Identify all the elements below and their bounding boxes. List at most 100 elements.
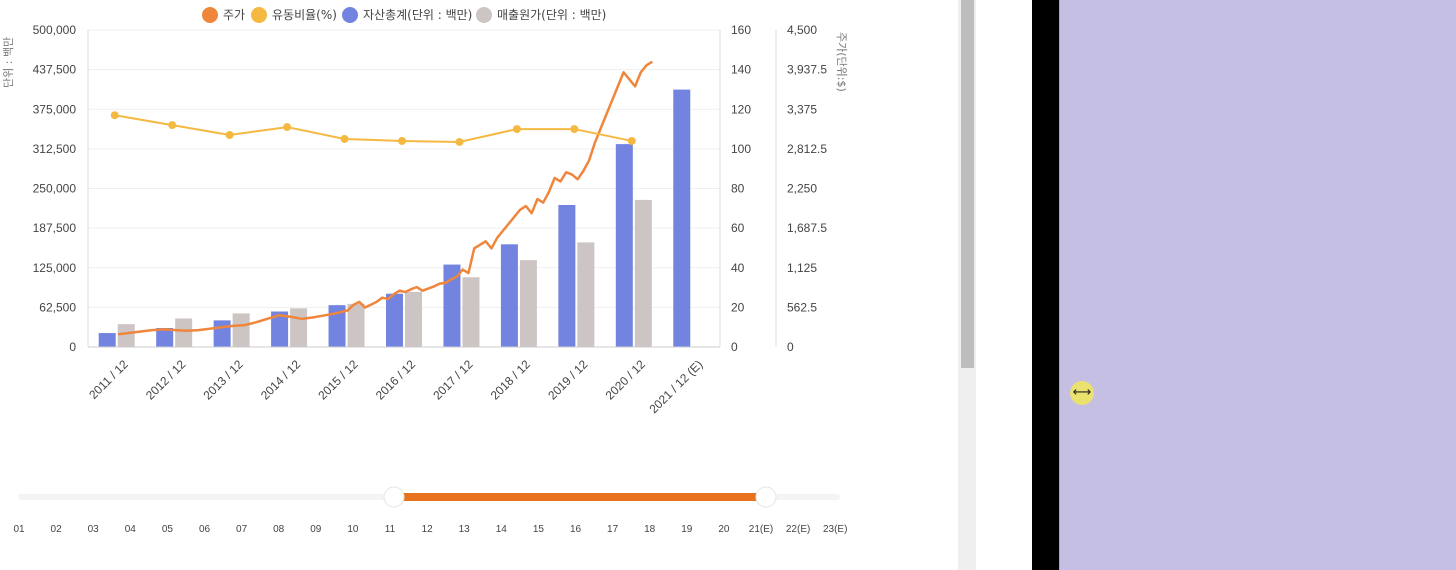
legend-label-2[interactable]: 자산총계(단위 : 백만) xyxy=(363,8,472,22)
slider-year-label[interactable]: 20 xyxy=(718,524,730,535)
scrollbar-thumb[interactable] xyxy=(961,0,974,368)
right-price-tick-label: 0 xyxy=(787,340,794,354)
chart-legend: 주가 유동비율(%) 자산총계(단위 : 백만) 매출원가(단위 : 백만) xyxy=(202,7,606,23)
left-tick-label: 312,500 xyxy=(33,142,77,156)
bar-total-assets[interactable] xyxy=(213,320,231,347)
point-current-ratio[interactable] xyxy=(455,137,464,146)
bar-cost-of-sales[interactable] xyxy=(519,260,537,347)
category-label: 2018 / 12 xyxy=(488,357,534,403)
bar-cost-of-sales[interactable] xyxy=(347,303,365,347)
bar-cost-of-sales[interactable] xyxy=(462,277,480,347)
slider-year-label[interactable]: 15 xyxy=(533,524,545,535)
legend-label-3[interactable]: 매출원가(단위 : 백만) xyxy=(497,8,606,22)
bar-total-assets[interactable] xyxy=(558,204,576,347)
year-range-slider[interactable]: 01 02 03 04 05 06 07 08 09 10 11 12 13 14 15 16 17 18 19 20… xyxy=(13,486,847,535)
slider-year-label[interactable]: 14 xyxy=(496,524,508,535)
resize-cursor-icon[interactable]: ⟷ xyxy=(1070,381,1094,405)
point-current-ratio[interactable] xyxy=(512,125,521,134)
bar-total-assets[interactable] xyxy=(500,244,518,347)
bar-cost-of-sales[interactable] xyxy=(232,313,250,347)
bar-total-assets[interactable] xyxy=(156,327,174,347)
slider-year-label[interactable]: 19 xyxy=(681,524,693,535)
left-tick-label: 437,500 xyxy=(33,63,77,77)
bar-cost-of-sales[interactable] xyxy=(117,324,135,347)
line-stock-price[interactable] xyxy=(117,60,653,336)
left-tick-label: 125,000 xyxy=(33,261,77,275)
slider-year-label[interactable]: 09 xyxy=(310,524,322,535)
slider-selected-range[interactable] xyxy=(394,493,766,501)
price-axis-title: 주가(단위:$) xyxy=(835,32,848,92)
category-label: 2020 / 12 xyxy=(603,357,649,403)
right-ratio-tick-label: 0 xyxy=(731,340,738,354)
slider-year-label[interactable]: 05 xyxy=(162,524,174,535)
slider-year-label[interactable]: 07 xyxy=(236,524,248,535)
point-current-ratio[interactable] xyxy=(398,136,406,145)
bar-total-assets[interactable] xyxy=(328,305,346,347)
slider-year-label[interactable]: 08 xyxy=(273,524,285,535)
category-label: 2021 / 12 (E) xyxy=(646,357,705,416)
point-current-ratio[interactable] xyxy=(110,111,119,120)
right-price-tick-label: 4,500 xyxy=(787,23,817,37)
bar-total-assets[interactable] xyxy=(443,264,461,347)
right-ratio-tick-label: 20 xyxy=(731,300,745,314)
bar-total-assets[interactable] xyxy=(615,144,633,347)
bar-total-assets[interactable] xyxy=(98,333,116,347)
slider-handle-start[interactable] xyxy=(383,486,405,508)
point-current-ratio[interactable] xyxy=(627,136,636,145)
bar-cost-of-sales[interactable] xyxy=(577,242,595,347)
slider-year-label[interactable]: 12 xyxy=(422,524,434,535)
left-tick-label: 500,000 xyxy=(33,23,77,37)
right-ratio-tick-label: 100 xyxy=(731,142,751,156)
bar-series xyxy=(98,89,691,347)
slider-year-label[interactable]: 10 xyxy=(347,524,359,535)
slider-year-label[interactable]: 18 xyxy=(644,524,656,535)
right-price-tick-label: 3,937.5 xyxy=(787,63,827,77)
slider-handle-end[interactable] xyxy=(755,486,777,508)
slider-year-label[interactable]: 17 xyxy=(607,524,619,535)
bar-total-assets[interactable] xyxy=(673,89,691,347)
right-price-tick-label: 562.5 xyxy=(787,300,817,314)
slider-year-label[interactable]: 06 xyxy=(199,524,211,535)
legend-marker-1[interactable] xyxy=(251,7,267,23)
slider-year-label[interactable]: 03 xyxy=(88,524,100,535)
slider-year-label[interactable]: 04 xyxy=(125,524,137,535)
bar-cost-of-sales[interactable] xyxy=(634,199,652,347)
bar-cost-of-sales[interactable] xyxy=(175,318,193,347)
bar-cost-of-sales[interactable] xyxy=(405,291,422,347)
chart-canvas: 주가 유동비율(%) 자산총계(단위 : 백만) 매출원가(단위 : 백만) 0 0 06… xyxy=(2,7,848,535)
point-current-ratio[interactable] xyxy=(283,123,292,132)
line-series xyxy=(110,60,653,336)
category-label: 2016 / 12 xyxy=(373,357,419,403)
right-price-tick-label: 3,375 xyxy=(787,102,817,116)
left-tick-label: 375,000 xyxy=(33,102,77,116)
legend-marker-3[interactable] xyxy=(476,7,492,23)
bar-cost-of-sales[interactable] xyxy=(290,308,308,347)
legend-marker-2[interactable] xyxy=(342,7,358,23)
line-current-ratio[interactable] xyxy=(114,114,633,143)
legend-marker-0[interactable] xyxy=(202,7,218,23)
point-current-ratio[interactable] xyxy=(225,131,234,140)
chart-axes: 0 0 0 62,500 20 562.5 125,000 40 1,125 187,500 60 1… xyxy=(2,23,848,416)
legend-label-1[interactable]: 유동비율(%) xyxy=(272,8,337,22)
right-price-tick-label: 1,687.5 xyxy=(787,221,827,235)
slider-year-label[interactable]: 16 xyxy=(570,524,582,535)
bar-total-assets[interactable] xyxy=(386,293,403,347)
slider-year-label[interactable]: 21(E) xyxy=(749,524,773,535)
point-current-ratio[interactable] xyxy=(570,125,579,134)
slider-year-label[interactable]: 23(E) xyxy=(823,524,847,535)
grid-lines xyxy=(88,29,720,348)
slider-year-label[interactable]: 22(E) xyxy=(786,524,810,535)
right-ratio-tick-label: 60 xyxy=(731,221,745,235)
slider-year-label[interactable]: 01 xyxy=(13,524,25,535)
right-ratio-tick-label: 120 xyxy=(731,102,751,116)
point-current-ratio[interactable] xyxy=(168,121,177,130)
side-panel xyxy=(1059,0,1456,570)
slider-year-label[interactable]: 02 xyxy=(51,524,63,535)
bar-total-assets[interactable] xyxy=(271,311,289,347)
slider-year-label[interactable]: 11 xyxy=(385,524,396,535)
category-label: 2012 / 12 xyxy=(143,357,189,403)
legend-label-0[interactable]: 주가 xyxy=(223,8,245,22)
point-current-ratio[interactable] xyxy=(340,134,349,143)
category-label: 2017 / 12 xyxy=(430,357,476,403)
slider-year-label[interactable]: 13 xyxy=(459,524,471,535)
